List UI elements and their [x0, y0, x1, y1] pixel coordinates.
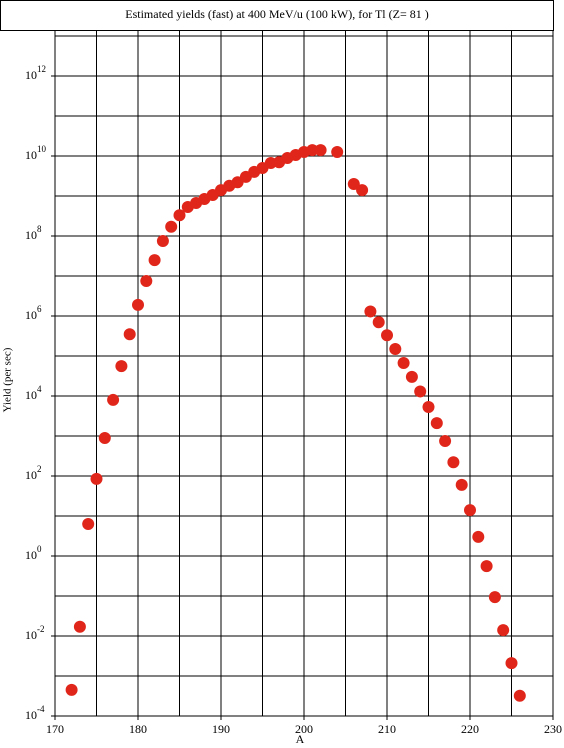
x-axis-label: A: [296, 732, 305, 746]
chart-title: Estimated yields (fast) at 400 MeV/u (10…: [125, 7, 428, 21]
point: [331, 145, 344, 158]
x-tick-label: 170: [46, 722, 64, 736]
point: [505, 657, 518, 670]
y-tick-label: 10-4: [25, 704, 45, 722]
point: [488, 591, 501, 604]
x-tick-label: 200: [295, 722, 313, 736]
point: [140, 274, 153, 287]
point: [65, 683, 78, 696]
tick-base: 10: [25, 148, 37, 162]
point: [306, 144, 319, 157]
tick-exponent: 0: [37, 544, 42, 554]
point: [497, 624, 510, 637]
point: [381, 329, 393, 342]
tick-base: 10: [25, 228, 37, 242]
point: [372, 316, 385, 329]
x-tick-label: 210: [378, 722, 396, 736]
tick-base: 10: [25, 68, 37, 82]
tick-exponent: -4: [37, 704, 45, 714]
point: [98, 432, 111, 445]
tick-base: 10: [25, 628, 37, 642]
point: [107, 393, 120, 406]
tick-base: 10: [25, 308, 37, 322]
point: [513, 689, 526, 702]
point: [132, 298, 144, 311]
point: [82, 518, 95, 531]
tick-exponent: 8: [37, 224, 42, 234]
tick-base: 10: [25, 468, 37, 482]
point: [156, 234, 169, 247]
tick-exponent: 12: [37, 64, 46, 74]
y-tick-label: 100: [25, 544, 42, 562]
y-tick-label: 1010: [25, 144, 47, 162]
point: [73, 620, 86, 633]
x-tick-label: 220: [461, 722, 479, 736]
tick-exponent: -2: [37, 624, 45, 634]
point: [347, 177, 360, 190]
point: [405, 370, 418, 383]
point: [90, 472, 103, 485]
point: [439, 434, 452, 447]
x-tick-label: 190: [212, 722, 230, 736]
point: [422, 401, 435, 414]
x-tick-label: 230: [544, 722, 562, 736]
tick-base: 10: [25, 548, 37, 562]
tick-base: 10: [25, 388, 37, 402]
tick-exponent: 4: [37, 384, 42, 394]
point: [115, 360, 128, 373]
point: [480, 560, 493, 573]
point: [173, 209, 186, 222]
y-tick-label: 1012: [25, 64, 46, 82]
point: [455, 478, 468, 491]
y-tick-label: 104: [25, 384, 42, 402]
point: [123, 328, 136, 341]
point: [314, 144, 327, 157]
y-axis-label: Yield (per sec): [2, 347, 14, 412]
point: [148, 254, 161, 267]
y-tick-label: 108: [25, 224, 42, 242]
point: [464, 504, 476, 517]
tick-exponent: 6: [37, 304, 42, 314]
point: [356, 184, 369, 197]
x-tick-label: 180: [129, 722, 147, 736]
point: [165, 220, 178, 233]
point: [430, 417, 443, 430]
point: [414, 385, 427, 398]
point: [389, 342, 402, 355]
point: [447, 456, 460, 469]
y-tick-label: 10-2: [25, 624, 45, 642]
tick-exponent: 10: [37, 144, 47, 154]
point: [397, 356, 410, 369]
point: [472, 530, 485, 543]
tick-base: 10: [25, 708, 37, 722]
point: [364, 305, 377, 318]
y-tick-label: 106: [25, 304, 42, 322]
tick-exponent: 2: [37, 464, 42, 474]
y-tick-label: 102: [25, 464, 42, 482]
